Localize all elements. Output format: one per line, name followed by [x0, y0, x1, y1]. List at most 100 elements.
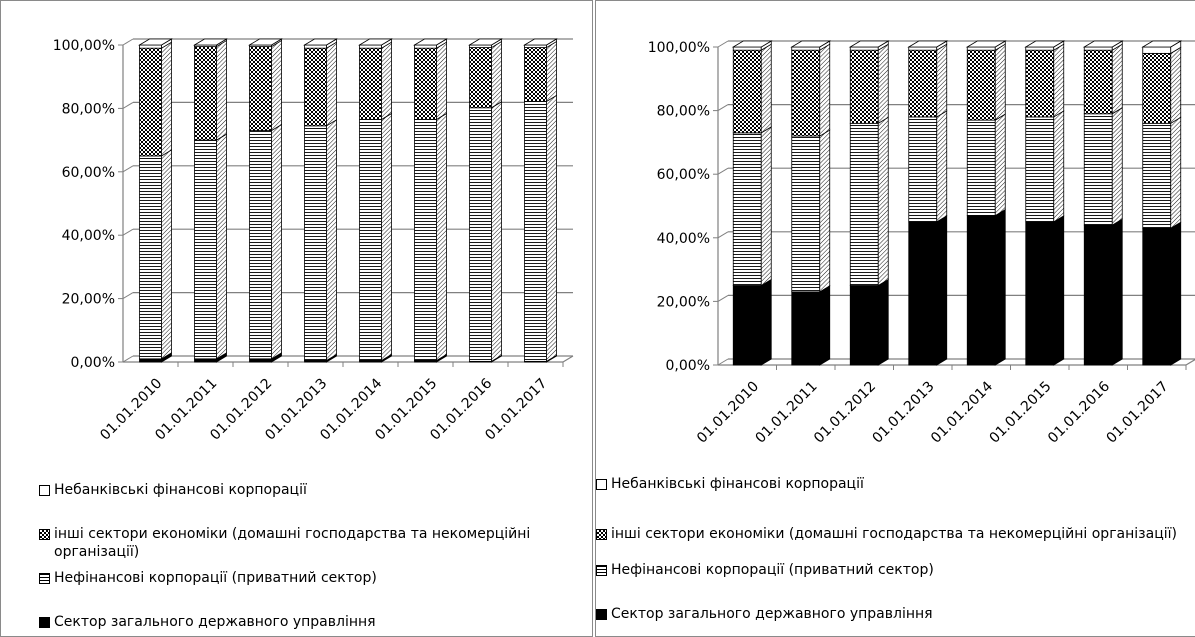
- legend-swatch-nonbank: [39, 485, 50, 496]
- bar-segment-other: [732, 49, 762, 134]
- bar-segment-nonbank: [359, 44, 382, 49]
- x-tick-label: 01.01.2011: [753, 379, 821, 447]
- bar-segment-nonfin: [732, 132, 762, 286]
- bar-side-nonfin: [1053, 110, 1065, 223]
- bar-stack: [413, 38, 448, 363]
- bar-segment-nonfin: [1083, 113, 1113, 226]
- bar-side-gov: [877, 278, 889, 366]
- legend-label-nonbank: Небанківські фінансові корпорації: [54, 482, 307, 498]
- bar-segment-gov: [732, 285, 762, 366]
- bar-side-other: [1111, 43, 1123, 115]
- bar-stack: [848, 40, 890, 366]
- bar-segment-gov: [249, 358, 272, 363]
- bar-segment-nonbank: [1025, 46, 1055, 51]
- bar-segment-nonfin: [966, 119, 996, 216]
- x-tick-label: 01.01.2017: [1104, 379, 1172, 447]
- gridline-depth: [122, 101, 134, 109]
- gridline-depth: [717, 104, 729, 112]
- gridline-depth: [717, 294, 729, 302]
- bar-segment-nonbank: [908, 46, 938, 51]
- bar-segment-gov: [139, 358, 162, 363]
- gridline-depth: [122, 292, 134, 300]
- y-tick-label: 100,00%: [53, 38, 115, 54]
- bar-segment-nonfin: [908, 116, 938, 223]
- legend-label-other: інші сектори економіки (домашні господар…: [54, 526, 531, 560]
- bar-side-other: [216, 39, 227, 141]
- y-tick-label: 20,00%: [62, 292, 115, 308]
- gridline-depth: [717, 231, 729, 239]
- bar-stack: [1082, 40, 1124, 366]
- bar-side-nonfin: [326, 119, 337, 362]
- chart-panel-right: 0,00% 20,00% 40,00% 60,00% 80,00% 100,00% 01.0…: [595, 0, 1195, 637]
- bar-segment-nonbank: [1083, 46, 1113, 51]
- bar-segment-nonfin: [849, 122, 879, 286]
- bar-chart-left: 0,00%20,00%40,00%60,00%80,00%100,00%01.0…: [53, 38, 574, 444]
- bar-segment-gov: [194, 358, 217, 363]
- bar-segment-other: [908, 49, 938, 118]
- y-tick-label: 100,00%: [648, 40, 710, 56]
- gridline-depth: [717, 358, 729, 366]
- bar-stack: [965, 40, 1007, 366]
- legend-swatch-nonfin: [596, 565, 607, 576]
- bar-side-other: [819, 43, 831, 137]
- legend-label-gov: Сектор загального державного управління: [54, 614, 376, 630]
- bar-side-nonfin: [491, 101, 502, 363]
- bar-segment-other: [304, 47, 327, 127]
- bar-stack: [358, 38, 393, 363]
- bar-segment-nonfin: [359, 119, 382, 361]
- bar-segment-nonfin: [139, 155, 162, 360]
- bar-side-gov: [1053, 215, 1065, 366]
- bar-side-nonfin: [877, 116, 889, 287]
- legend-label-nonfin: Нефінансові корпорації (приватний сектор…: [611, 562, 934, 578]
- bar-segment-nonbank: [849, 46, 879, 51]
- bar-side-gov: [936, 215, 948, 366]
- legend-item-nonbank: Небанківські фінансові корпорації: [39, 481, 307, 499]
- bar-segment-other: [139, 47, 162, 157]
- bar-chart-right: 0,00% 20,00% 40,00% 60,00% 80,00% 100,00% 01.0…: [648, 40, 1195, 447]
- legend-label-other: інші сектори економіки (домашні господар…: [611, 526, 1177, 542]
- bar-segment-nonbank: [139, 44, 162, 49]
- bar-segment-other: [359, 47, 382, 120]
- bar-segment-other: [469, 47, 492, 109]
- gridline-depth: [717, 167, 729, 175]
- bar-segment-nonfin: [1142, 122, 1172, 229]
- bar-side-nonfin: [936, 110, 948, 223]
- bar-segment-gov: [966, 215, 996, 366]
- bar-top: [790, 40, 832, 48]
- bar-side-gov: [994, 208, 1006, 366]
- gridline-depth: [122, 355, 134, 363]
- bar-segment-other: [194, 46, 217, 141]
- bar-side-nonfin: [1111, 107, 1123, 226]
- y-tick-label: 40,00%: [657, 231, 710, 247]
- bar-side-nonfin: [1170, 116, 1182, 229]
- bar-side-nonfin: [271, 123, 282, 360]
- y-tick-label: 0,00%: [666, 358, 710, 374]
- legend-item-nonfin: Нефінансові корпорації (приватний сектор…: [596, 561, 934, 579]
- bar-segment-gov: [849, 285, 879, 366]
- legend-swatch-gov: [39, 617, 50, 628]
- legend-swatch-nonfin: [39, 573, 50, 584]
- bar-segment-nonbank: [1142, 46, 1172, 54]
- bar-top: [1141, 40, 1183, 48]
- bar-stack: [193, 38, 228, 363]
- bar-stack: [248, 38, 283, 363]
- bar-top: [358, 38, 393, 46]
- bar-segment-nonbank: [732, 46, 762, 51]
- y-tick-label: 20,00%: [657, 294, 710, 310]
- bar-side-nonfin: [760, 126, 772, 287]
- bar-side-gov: [1111, 218, 1123, 366]
- bar-segment-nonfin: [194, 139, 217, 360]
- bar-stack: [907, 40, 949, 366]
- x-tick-label: 01.01.2012: [811, 379, 879, 447]
- bar-side-other: [877, 43, 889, 125]
- bar-top: [193, 38, 228, 46]
- bar-segment-nonbank: [304, 44, 327, 49]
- bar-segment-other: [849, 49, 879, 124]
- bar-side-gov: [1170, 221, 1182, 366]
- x-tick-label: 01.01.2015: [987, 379, 1055, 447]
- bar-segment-other: [966, 49, 996, 121]
- x-tick-label: 01.01.2016: [1045, 378, 1113, 446]
- gridline-depth: [122, 228, 134, 236]
- bar-segment-nonfin: [304, 125, 327, 361]
- bar-side-nonfin: [216, 133, 227, 360]
